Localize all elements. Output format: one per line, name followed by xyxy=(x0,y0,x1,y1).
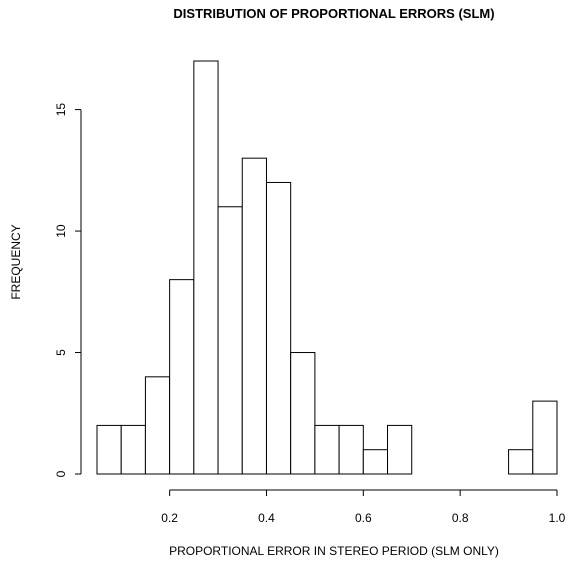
y-tick-label: 10 xyxy=(54,224,68,238)
histogram-bar xyxy=(96,424,122,475)
histogram-bar xyxy=(169,279,195,475)
histogram-bar xyxy=(217,206,243,475)
histogram-bar xyxy=(387,424,413,475)
y-tick-label: 0 xyxy=(54,470,68,477)
x-tick-label: 0.4 xyxy=(258,511,275,525)
x-tick-label: 0.6 xyxy=(355,511,372,525)
histogram-bar xyxy=(508,449,534,475)
y-axis: 0 5 10 15 xyxy=(54,103,82,477)
y-tick-label: 15 xyxy=(54,103,68,117)
histogram-bar xyxy=(120,424,146,475)
histogram-bar xyxy=(532,400,558,475)
histogram-bar xyxy=(314,424,340,475)
histogram-bar xyxy=(290,352,316,475)
histogram-bar xyxy=(338,424,364,475)
histogram-bar xyxy=(144,376,171,475)
histogram-bar xyxy=(241,157,267,475)
x-axis-label: PROPORTIONAL ERROR IN STEREO PERIOD (SLM… xyxy=(169,544,499,558)
histogram-bar xyxy=(265,181,292,475)
y-axis-label: FREQUENCY xyxy=(9,224,23,299)
x-tick-label: 1.0 xyxy=(549,511,566,525)
x-axis: 0.2 0.4 0.6 0.8 1.0 xyxy=(161,489,566,525)
x-tick-label: 0.2 xyxy=(161,511,178,525)
histogram-bar xyxy=(193,60,219,475)
y-tick-label: 5 xyxy=(54,349,68,356)
chart-title: DISTRIBUTION OF PROPORTIONAL ERRORS (SLM… xyxy=(173,6,494,21)
x-tick-label: 0.8 xyxy=(452,511,469,525)
bars xyxy=(96,60,558,475)
histogram-bar xyxy=(362,449,389,475)
